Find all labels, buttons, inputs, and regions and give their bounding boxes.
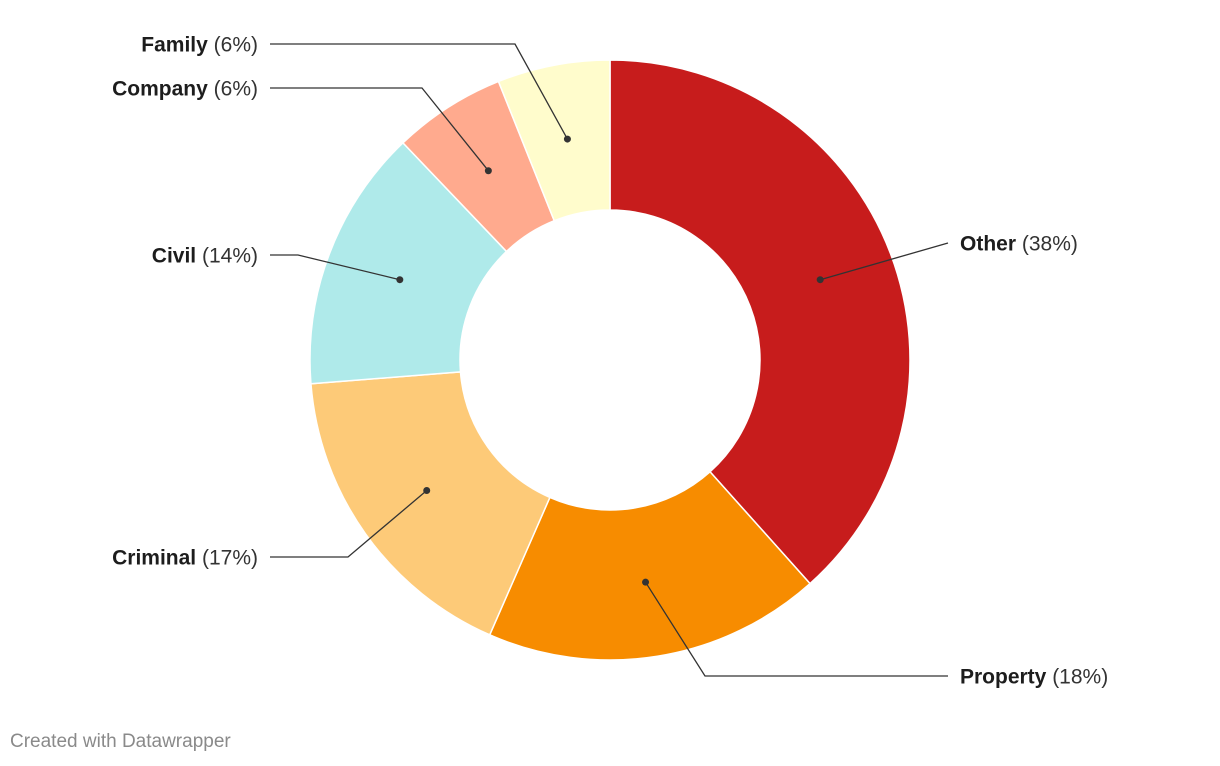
leader-line-company	[270, 87, 489, 172]
label-criminal-name: Criminal	[112, 546, 196, 569]
leader-line-other	[820, 242, 949, 281]
leader-dot-criminal	[423, 487, 431, 495]
label-family-percent: (6%)	[208, 33, 258, 56]
datawrapper-credit[interactable]: Created with Datawrapper	[10, 731, 231, 752]
leader-line-criminal	[270, 490, 428, 558]
label-other-name: Other	[960, 232, 1016, 255]
label-criminal: Criminal (17%)	[112, 546, 258, 569]
label-criminal-percent: (17%)	[196, 546, 258, 569]
label-family-name: Family	[141, 33, 208, 56]
label-other-percent: (38%)	[1016, 232, 1078, 255]
leader-dot-civil	[396, 276, 404, 284]
leader-dot-company	[484, 167, 492, 175]
slice-civil[interactable]	[309, 141, 508, 385]
leader-dot-family	[563, 135, 571, 143]
slice-other[interactable]	[609, 59, 911, 585]
leader-lines	[270, 43, 949, 677]
leader-dot-property	[642, 578, 650, 586]
label-property-percent: (18%)	[1046, 665, 1108, 688]
label-civil: Civil (14%)	[152, 244, 258, 267]
slice-criminal[interactable]	[310, 371, 551, 636]
leader-line-family	[270, 43, 568, 140]
slice-labels: Other (38%)Property (18%)Criminal (17%)C…	[112, 33, 1108, 688]
slice-property[interactable]	[488, 470, 812, 661]
leader-line-property	[645, 581, 948, 677]
leader-line-civil	[270, 254, 400, 281]
label-other: Other (38%)	[960, 232, 1078, 255]
label-property-name: Property	[960, 665, 1047, 688]
label-civil-name: Civil	[152, 244, 196, 267]
label-property: Property (18%)	[960, 665, 1108, 688]
label-civil-percent: (14%)	[196, 244, 258, 267]
label-company-percent: (6%)	[208, 77, 258, 100]
label-family: Family (6%)	[141, 33, 258, 56]
donut-slices	[309, 59, 911, 661]
label-company: Company (6%)	[112, 77, 258, 100]
label-company-name: Company	[112, 77, 208, 100]
leader-dot-other	[816, 276, 824, 284]
